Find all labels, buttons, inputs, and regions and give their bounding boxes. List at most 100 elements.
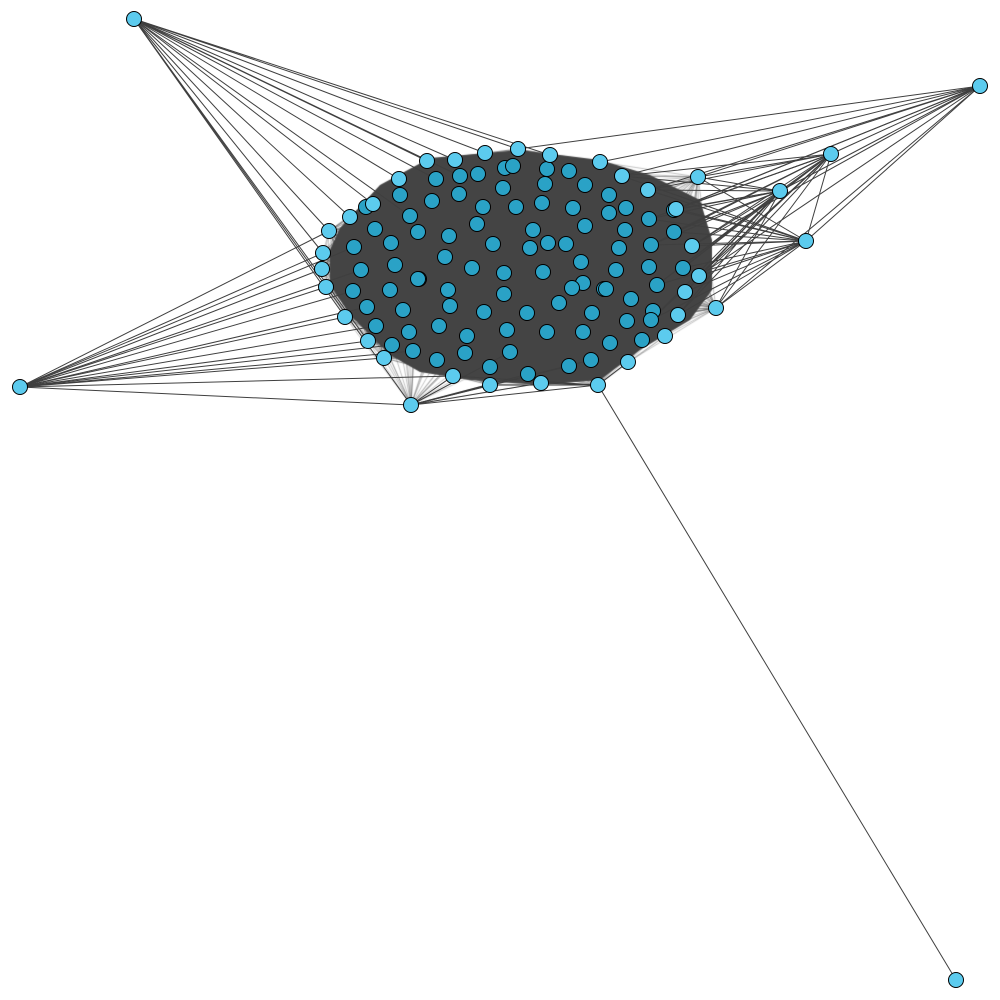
- graph-node-core: [382, 282, 398, 298]
- graph-node-core: [505, 158, 521, 174]
- graph-node-core: [499, 322, 515, 338]
- graph-node-core: [577, 177, 593, 193]
- graph-node-core: [643, 237, 659, 253]
- graph-node-core: [384, 337, 400, 353]
- graph-node-core: [564, 280, 580, 296]
- graph-node-outer: [691, 268, 707, 284]
- graph-node-core: [519, 305, 535, 321]
- edge-left-hub: [19, 286, 327, 388]
- graph-node-core: [551, 295, 567, 311]
- graph-node-outer: [391, 171, 407, 187]
- graph-node-core: [402, 208, 418, 224]
- edge-right-hub: [715, 240, 807, 309]
- edge-top-left-hub: [133, 18, 461, 177]
- graph-node-outer: [419, 153, 435, 169]
- edge-right-hub-link: [779, 153, 832, 192]
- graph-node-outer: [708, 300, 724, 316]
- graph-node-core: [359, 299, 375, 315]
- edge-far-right-hub: [779, 85, 981, 192]
- edge-right-hub: [675, 208, 807, 242]
- graph-node-core: [623, 291, 639, 307]
- edge-far-right-hub: [691, 85, 981, 247]
- graph-node-outer: [677, 284, 693, 300]
- graph-node-core: [367, 221, 383, 237]
- graph-node-outer: [640, 182, 656, 198]
- graph-node-core: [405, 343, 421, 359]
- graph-node-core: [401, 324, 417, 340]
- edge-right-hub: [691, 153, 832, 247]
- edge-top-left-hub: [133, 18, 400, 180]
- graph-node-outer: [482, 377, 498, 393]
- graph-node-core: [345, 283, 361, 299]
- graph-node-core: [608, 262, 624, 278]
- edge-left-hub: [19, 340, 369, 388]
- edge-top-left-hub: [133, 18, 486, 154]
- graph-node-core: [476, 304, 492, 320]
- graph-node-outer: [533, 375, 549, 391]
- edge-bottom-fan: [410, 382, 542, 406]
- graph-node-core: [475, 199, 491, 215]
- edge-right-hub: [691, 190, 781, 247]
- edge-right-hub: [673, 231, 807, 242]
- edge-left-hub: [19, 269, 362, 388]
- graph-node-core: [424, 193, 440, 209]
- graph-node-core: [437, 249, 453, 265]
- graph-node-core: [539, 161, 555, 177]
- graph-node-core: [502, 344, 518, 360]
- graph-node-outer: [447, 152, 463, 168]
- graph-node-outer: [590, 377, 606, 393]
- graph-node-core: [643, 312, 659, 328]
- graph-node-core: [428, 171, 444, 187]
- edge-far-right-hub: [830, 85, 981, 155]
- graph-node-outer: [314, 261, 330, 277]
- graph-node-core: [452, 168, 468, 184]
- graph-node-core: [641, 259, 657, 275]
- edge-left-hub: [19, 306, 368, 388]
- graph-node-outer: [972, 78, 988, 94]
- graph-node-core: [598, 281, 614, 297]
- graph-node-core: [508, 199, 524, 215]
- edge-bottom-fan: [410, 359, 592, 406]
- edge-right-hub: [698, 240, 807, 277]
- graph-node-core: [561, 358, 577, 374]
- graph-node-outer: [365, 196, 381, 212]
- edge-left-hub: [19, 252, 324, 388]
- graph-node-outer: [403, 397, 419, 413]
- edge-top-left-hub: [133, 18, 411, 217]
- edge-top-left-hub: [133, 18, 519, 150]
- graph-node-core: [459, 328, 475, 344]
- graph-node-core: [353, 262, 369, 278]
- graph-node-outer: [510, 141, 526, 157]
- graph-node-core: [601, 205, 617, 221]
- graph-node-outer: [690, 169, 706, 185]
- edge-far-right-hub: [599, 85, 981, 163]
- edge-left-hub: [19, 350, 414, 388]
- graph-node-outer: [337, 309, 353, 325]
- graph-node-outer: [315, 245, 331, 261]
- graph-node-core: [496, 286, 512, 302]
- graph-node-outer: [670, 307, 686, 323]
- graph-node-core: [368, 318, 384, 334]
- edge-right-hub: [677, 240, 807, 316]
- edge-top-left-hub: [133, 18, 346, 318]
- graph-node-core: [496, 265, 512, 281]
- node-layer: [12, 11, 988, 988]
- graph-node-outer: [445, 368, 461, 384]
- graph-node-core: [539, 324, 555, 340]
- graph-node-outer: [684, 238, 700, 254]
- graph-node-core: [457, 345, 473, 361]
- edge-top-left-hub: [133, 18, 330, 232]
- graph-node-core: [346, 239, 362, 255]
- edge-long-tail: [597, 384, 957, 981]
- graph-node-core: [392, 187, 408, 203]
- edge-bottom-fan: [410, 375, 454, 406]
- graph-node-core: [575, 324, 591, 340]
- edge-left-hub: [19, 290, 354, 388]
- graph-node-outer: [823, 146, 839, 162]
- edge-far-right-hub: [805, 85, 981, 242]
- edge-far-right-hub: [517, 85, 981, 150]
- graph-node-core: [601, 187, 617, 203]
- graph-node-core: [534, 195, 550, 211]
- graph-node-outer: [620, 354, 636, 370]
